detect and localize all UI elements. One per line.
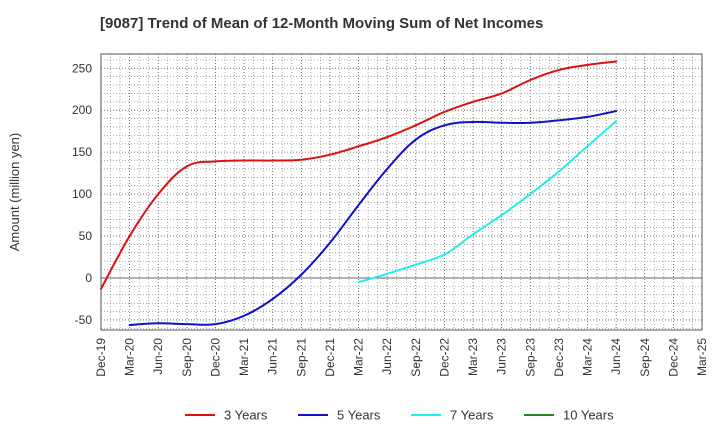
x-tick-label: Sep-20 [180,338,194,377]
legend-label-10-years: 10 Years [563,408,614,423]
x-tick-label: Jun-20 [151,338,165,375]
x-tick-label: Dec-22 [437,338,451,377]
y-tick-label: 200 [72,103,92,117]
y-tick-label: 0 [85,271,92,285]
y-tick-label: 150 [72,145,92,159]
legend-label-3-years: 3 Years [224,408,268,423]
x-tick-label: Jun-24 [609,338,623,375]
y-tick-label: 100 [72,187,92,201]
y-tick-label: 50 [79,229,93,243]
y-tick-label: -50 [75,313,93,327]
x-tick-label: Dec-24 [666,338,680,377]
x-tick-label: Dec-21 [323,338,337,377]
x-tick-label: Sep-23 [523,338,537,377]
y-tick-label: 250 [72,61,92,75]
x-tick-label: Dec-23 [552,338,566,377]
x-tick-label: Mar-25 [695,338,709,376]
x-tick-label: Dec-20 [208,338,222,377]
x-tick-label: Sep-21 [294,338,308,377]
series-line-7-years [357,120,618,284]
chart-title: [9087] Trend of Mean of 12-Month Moving … [100,15,544,32]
x-tick-label: Jun-22 [380,338,394,375]
x-tick-label: Mar-21 [237,338,251,376]
x-tick-label: Sep-22 [409,338,423,377]
x-tick-label: Dec-19 [94,338,108,377]
x-tick-label: Mar-24 [581,338,595,376]
plot-area [101,54,702,330]
y-axis-title: Amount (million yen) [7,133,22,252]
legend-label-5-years: 5 Years [337,408,381,423]
x-tick-label: Mar-23 [466,338,480,376]
x-tick-label: Mar-22 [352,338,366,376]
series-line-3-years [100,60,618,290]
legend-label-7-years: 7 Years [450,408,494,423]
x-tick-label: Jun-23 [495,338,509,375]
series-line-5-years [128,110,618,326]
x-tick-label: Jun-21 [266,338,280,375]
x-tick-label: Mar-20 [123,338,137,376]
x-tick-label: Sep-24 [638,338,652,377]
plot-border [100,53,703,331]
